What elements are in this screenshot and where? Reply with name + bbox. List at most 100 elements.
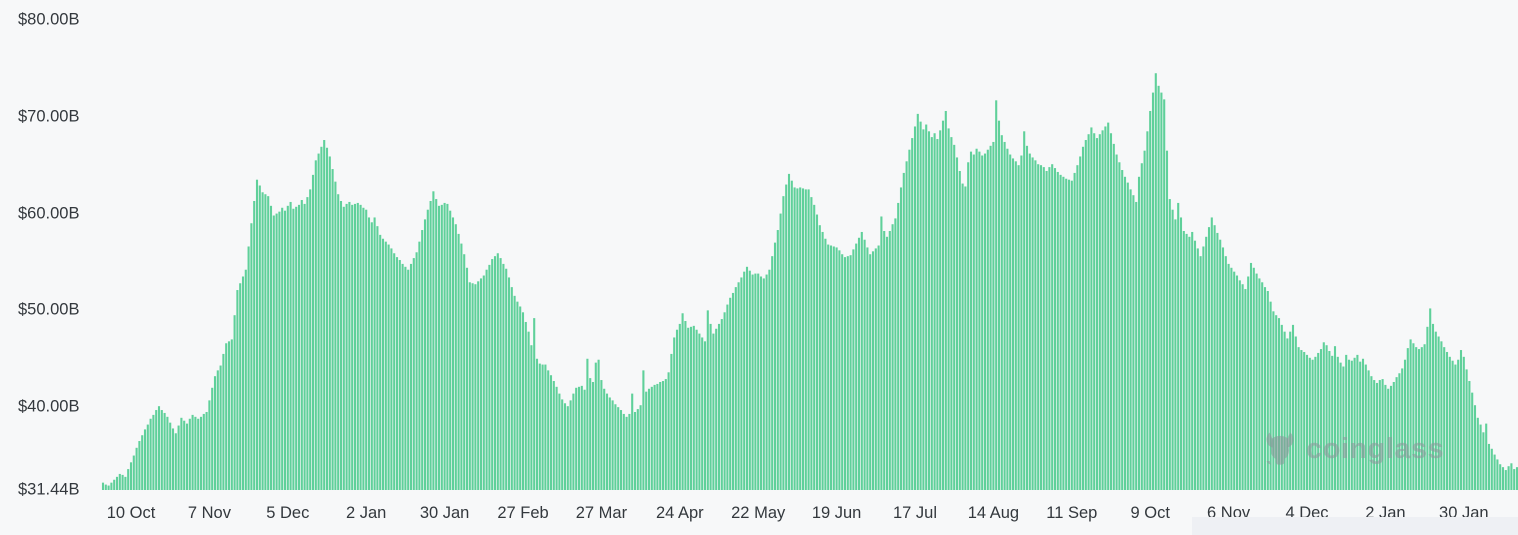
bar[interactable]: [1459, 350, 1463, 490]
bar[interactable]: [555, 386, 558, 490]
bar[interactable]: [745, 266, 749, 490]
bar[interactable]: [1207, 227, 1211, 490]
bar[interactable]: [801, 188, 805, 490]
bar[interactable]: [1356, 354, 1359, 490]
bar[interactable]: [1048, 167, 1051, 490]
bar[interactable]: [1023, 131, 1026, 490]
bar[interactable]: [1149, 110, 1152, 490]
bar[interactable]: [1451, 360, 1454, 490]
bar[interactable]: [650, 386, 653, 490]
bar[interactable]: [1468, 381, 1471, 490]
bar[interactable]: [1137, 176, 1141, 491]
bar[interactable]: [894, 218, 897, 490]
bar[interactable]: [709, 323, 712, 490]
bar[interactable]: [449, 210, 452, 491]
bar[interactable]: [1210, 217, 1213, 490]
bar[interactable]: [605, 393, 609, 490]
bar[interactable]: [1031, 157, 1034, 490]
bar[interactable]: [1238, 280, 1241, 490]
bar[interactable]: [1415, 347, 1418, 490]
bar[interactable]: [1179, 217, 1183, 490]
bar[interactable]: [748, 270, 751, 490]
bar[interactable]: [1303, 351, 1306, 490]
bar[interactable]: [614, 404, 617, 490]
bar[interactable]: [1378, 380, 1381, 490]
bar[interactable]: [1196, 248, 1199, 490]
bar[interactable]: [1462, 356, 1465, 490]
bar[interactable]: [997, 120, 1001, 490]
bar[interactable]: [485, 269, 488, 490]
bar[interactable]: [339, 200, 343, 491]
bar[interactable]: [337, 194, 340, 490]
bar[interactable]: [647, 388, 651, 490]
bar[interactable]: [1051, 164, 1054, 490]
bar[interactable]: [771, 256, 774, 490]
bar[interactable]: [964, 186, 967, 490]
bar[interactable]: [933, 133, 936, 491]
bar[interactable]: [398, 260, 401, 490]
bar[interactable]: [236, 290, 239, 490]
bar[interactable]: [835, 247, 838, 490]
bar[interactable]: [911, 138, 914, 490]
bar[interactable]: [1188, 236, 1191, 490]
bar[interactable]: [661, 381, 665, 490]
bar[interactable]: [230, 339, 233, 490]
bar[interactable]: [807, 189, 810, 490]
bar[interactable]: [1291, 324, 1295, 490]
bar[interactable]: [720, 319, 723, 490]
bar[interactable]: [365, 209, 368, 490]
bar[interactable]: [818, 225, 821, 490]
bar[interactable]: [155, 410, 158, 490]
bar[interactable]: [1258, 278, 1261, 490]
bar[interactable]: [191, 414, 194, 490]
bar[interactable]: [902, 172, 905, 491]
bar[interactable]: [1157, 85, 1160, 490]
bar[interactable]: [471, 283, 474, 490]
bar[interactable]: [916, 113, 919, 490]
bar[interactable]: [115, 476, 119, 490]
bar[interactable]: [524, 321, 527, 490]
bar[interactable]: [1070, 180, 1073, 491]
bar[interactable]: [1485, 423, 1488, 490]
bar[interactable]: [1325, 345, 1328, 490]
bar[interactable]: [678, 323, 681, 490]
bar[interactable]: [765, 274, 768, 490]
bar[interactable]: [370, 222, 373, 491]
bar[interactable]: [505, 268, 508, 490]
bar[interactable]: [639, 405, 642, 490]
bar[interactable]: [877, 245, 880, 490]
bar[interactable]: [281, 207, 284, 490]
bar[interactable]: [1185, 233, 1188, 490]
bar[interactable]: [1101, 130, 1104, 490]
bar[interactable]: [468, 282, 471, 490]
bar[interactable]: [829, 245, 833, 490]
bar[interactable]: [1471, 392, 1474, 490]
bar[interactable]: [1443, 347, 1446, 490]
bar[interactable]: [1440, 341, 1443, 490]
bar[interactable]: [1249, 262, 1253, 490]
bar[interactable]: [667, 372, 670, 490]
bar[interactable]: [477, 281, 480, 490]
bar[interactable]: [715, 328, 718, 490]
bar[interactable]: [740, 277, 743, 490]
bar[interactable]: [1107, 122, 1110, 490]
bar[interactable]: [216, 370, 219, 490]
bar[interactable]: [566, 406, 569, 490]
bar[interactable]: [1370, 376, 1373, 490]
bar[interactable]: [580, 385, 583, 490]
bar[interactable]: [841, 254, 844, 490]
bar[interactable]: [871, 251, 875, 490]
bar[interactable]: [857, 237, 861, 490]
bar[interactable]: [1053, 168, 1057, 490]
bar[interactable]: [1129, 189, 1132, 490]
bar[interactable]: [712, 333, 715, 490]
bar[interactable]: [779, 213, 782, 490]
bar[interactable]: [496, 253, 499, 490]
bar[interactable]: [1219, 239, 1222, 490]
bar[interactable]: [653, 384, 656, 490]
bar[interactable]: [205, 411, 208, 490]
bar[interactable]: [1476, 417, 1479, 490]
bar[interactable]: [1093, 133, 1096, 491]
bar[interactable]: [1151, 92, 1155, 490]
bar[interactable]: [659, 381, 662, 490]
